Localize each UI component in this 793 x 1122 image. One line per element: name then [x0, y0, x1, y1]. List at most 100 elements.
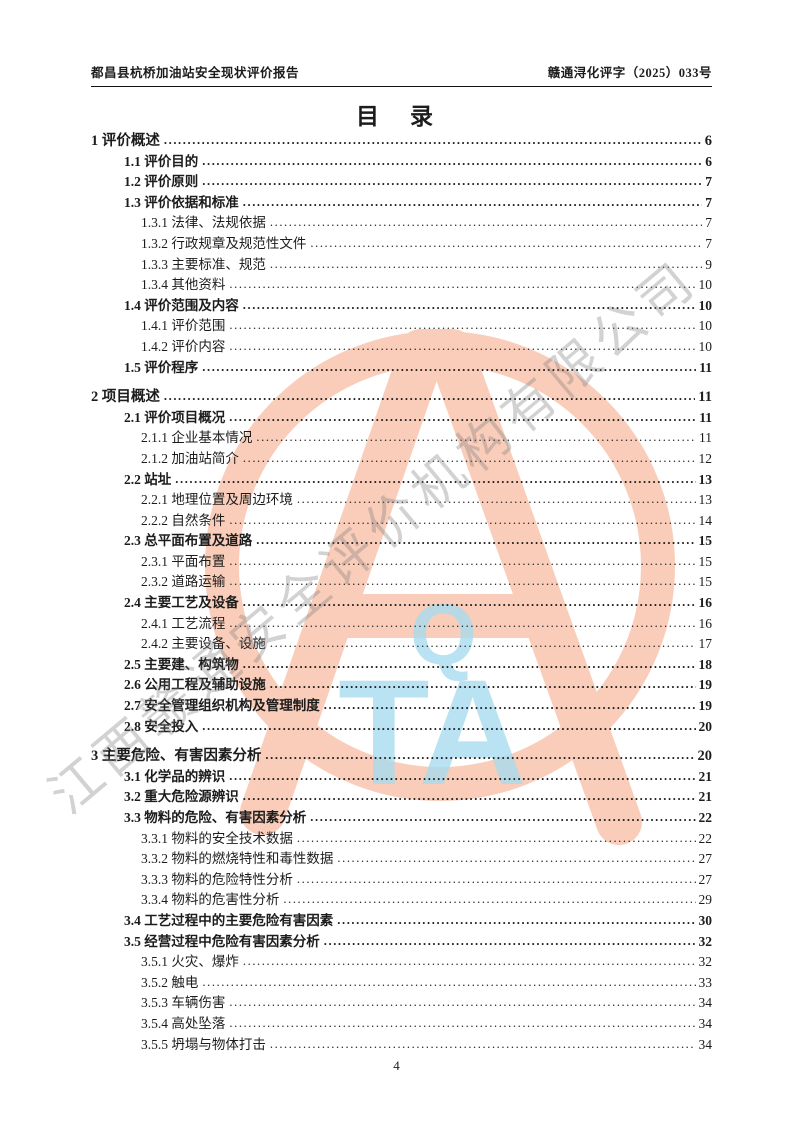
toc-entry[interactable]: 3.1 化学品的辨识 21 [91, 767, 712, 788]
page-title: 目 录 [356, 104, 437, 129]
toc-entry-label: 2.3.1 平面布置 [141, 553, 226, 569]
toc-entry-label: 2.5 主要建、构筑物 [124, 656, 239, 672]
toc-entry[interactable]: 2.8 安全投入 20 [91, 717, 712, 738]
dot-leader [229, 766, 695, 787]
toc-entry-label: 3.5.5 坍塌与物体打击 [141, 1036, 266, 1052]
dot-leader [202, 357, 696, 378]
dot-leader [265, 745, 694, 766]
toc-entry-page: 14 [698, 512, 713, 528]
toc-entry-page: 11 [699, 359, 712, 375]
toc-entry[interactable]: 1.3.3 主要标准、规范 9 [91, 255, 712, 276]
toc-entry[interactable]: 3.5 经营过程中危险有害因素分析 32 [91, 932, 712, 953]
toc-entry[interactable]: 3.4 工艺过程中的主要危险有害因素 30 [91, 911, 712, 932]
toc-entry-label: 3 主要危险、有害因素分析 [91, 748, 262, 765]
dot-leader [324, 695, 696, 716]
dot-leader [243, 654, 696, 675]
toc-entry-page: 34 [698, 1036, 713, 1052]
toc-entry-label: 1.4 评价范围及内容 [124, 297, 239, 313]
dot-leader [270, 633, 696, 654]
toc-entry[interactable]: 2.5 主要建、构筑物 18 [91, 655, 712, 676]
footer-page-number: 4 [393, 1058, 400, 1073]
dot-leader [243, 951, 696, 972]
dot-leader [164, 130, 702, 151]
toc-entry[interactable]: 2.2.1 地理位置及周边环境 13 [91, 490, 712, 511]
toc-entry[interactable]: 2.2 站址 13 [91, 470, 712, 491]
toc-entry-label: 2.3 总平面布置及道路 [124, 533, 253, 549]
toc-entry[interactable]: 2.3.1 平面布置 15 [91, 552, 712, 573]
toc-entry-page: 7 [705, 174, 712, 190]
dot-leader [297, 828, 696, 849]
toc-entry[interactable]: 1 评价概述 6 [91, 131, 712, 152]
toc-entry-label: 2.4.1 工艺流程 [141, 615, 226, 631]
toc-entry[interactable]: 2.4.2 主要设备、设施 17 [91, 634, 712, 655]
toc-entry[interactable]: 3.5.4 高处坠落 34 [91, 1014, 712, 1035]
toc-entry[interactable]: 2.3.2 道路运输 15 [91, 572, 712, 593]
dot-leader [164, 386, 695, 407]
dot-leader [229, 571, 695, 592]
toc-entry[interactable]: 3.5.3 车辆伤害 34 [91, 993, 712, 1014]
toc-entry[interactable]: 1.4 评价范围及内容 10 [91, 296, 712, 317]
toc-entry[interactable]: 1.3.4 其他资料 10 [91, 275, 712, 296]
toc-entry-page: 17 [698, 636, 713, 652]
toc-entry-page: 15 [698, 574, 713, 590]
toc-entry[interactable]: 2.1 评价项目概况 11 [91, 408, 712, 429]
dot-leader [256, 530, 695, 551]
dot-leader [229, 551, 695, 572]
dot-leader [229, 315, 695, 336]
toc-entry-page: 20 [697, 748, 713, 765]
toc-entry[interactable]: 2.7 安全管理组织机构及管理制度 19 [91, 696, 712, 717]
dot-leader [243, 592, 696, 613]
toc-entry[interactable]: 3.3.4 物料的危害性分析 29 [91, 890, 712, 911]
toc-entry[interactable]: 3.5.1 火灾、爆炸 32 [91, 952, 712, 973]
toc-entry[interactable]: 2.4 主要工艺及设备 16 [91, 593, 712, 614]
toc-entry[interactable]: 3.2 重大危险源辨识 21 [91, 787, 712, 808]
dot-leader [229, 1013, 695, 1034]
toc-entry[interactable]: 2 项目概述 11 [91, 387, 712, 408]
toc-entry-page: 13 [698, 492, 713, 508]
toc-entry[interactable]: 3.3.2 物料的燃烧特性和毒性数据 27 [91, 849, 712, 870]
toc-entry[interactable]: 3.3.1 物料的安全技术数据 22 [91, 829, 712, 850]
toc-entry[interactable]: 3.3.3 物料的危险特性分析 27 [91, 870, 712, 891]
toc-entry[interactable]: 1.5 评价程序 11 [91, 358, 712, 379]
toc-entry[interactable]: 1.3 评价依据和标准 7 [91, 193, 712, 214]
toc-list: 1 评价概述 6 1.1 评价目的 6 1.2 评价原则 7 1.3 评价依据和… [91, 131, 712, 1055]
toc-entry[interactable]: 2.1.1 企业基本情况 11 [91, 428, 712, 449]
toc-entry[interactable]: 1.3.1 法律、法规依据 7 [91, 213, 712, 234]
toc-entry[interactable]: 1.1 评价目的 6 [91, 152, 712, 173]
toc-entry-page: 32 [698, 933, 713, 949]
dot-leader [297, 489, 696, 510]
toc-entry[interactable]: 3.5.5 坍塌与物体打击 34 [91, 1035, 712, 1056]
toc-entry[interactable]: 2.4.1 工艺流程 16 [91, 614, 712, 635]
dot-leader [202, 151, 702, 172]
dot-leader [243, 786, 696, 807]
dot-leader [229, 407, 696, 428]
toc-entry[interactable]: 1.4.2 评价内容 10 [91, 337, 712, 358]
toc-entry-page: 22 [698, 810, 713, 825]
dot-leader [270, 1034, 696, 1055]
dot-leader [229, 992, 695, 1013]
toc-entry-page: 6 [705, 153, 712, 169]
toc-entry[interactable]: 3 主要危险、有害因素分析 20 [91, 746, 712, 767]
toc-entry[interactable]: 2.6 公用工程及辅助设施 19 [91, 675, 712, 696]
toc-entry-page: 22 [698, 830, 713, 846]
toc-entry[interactable]: 1.4.1 评价范围 10 [91, 316, 712, 337]
toc-entry[interactable]: 3.3 物料的危险、有害因素分析 22 [91, 808, 712, 829]
header-report-title: 都昌县杭桥加油站安全现状评价报告 [91, 66, 300, 80]
toc-entry[interactable]: 2.3 总平面布置及道路 15 [91, 531, 712, 552]
toc-entry[interactable]: 3.5.2 触电 33 [91, 973, 712, 994]
toc-entry[interactable]: 1.3.2 行政规章及规范性文件 7 [91, 234, 712, 255]
toc-entry[interactable]: 1.2 评价原则 7 [91, 172, 712, 193]
toc-entry-label: 1.4.1 评价范围 [141, 318, 226, 334]
toc-entry-page: 7 [705, 194, 712, 210]
dot-leader [256, 427, 696, 448]
toc-entry-label: 2.3.2 道路运输 [141, 574, 226, 590]
toc-entry-page: 10 [698, 297, 713, 313]
dot-leader [202, 171, 702, 192]
toc-entry[interactable]: 2.1.2 加油站简介 12 [91, 449, 712, 470]
dot-leader [270, 212, 702, 233]
toc-entry-page: 11 [699, 430, 712, 446]
toc-entry[interactable]: 2.2.2 自然条件 14 [91, 511, 712, 532]
toc-entry-label: 1.3.4 其他资料 [141, 277, 226, 293]
